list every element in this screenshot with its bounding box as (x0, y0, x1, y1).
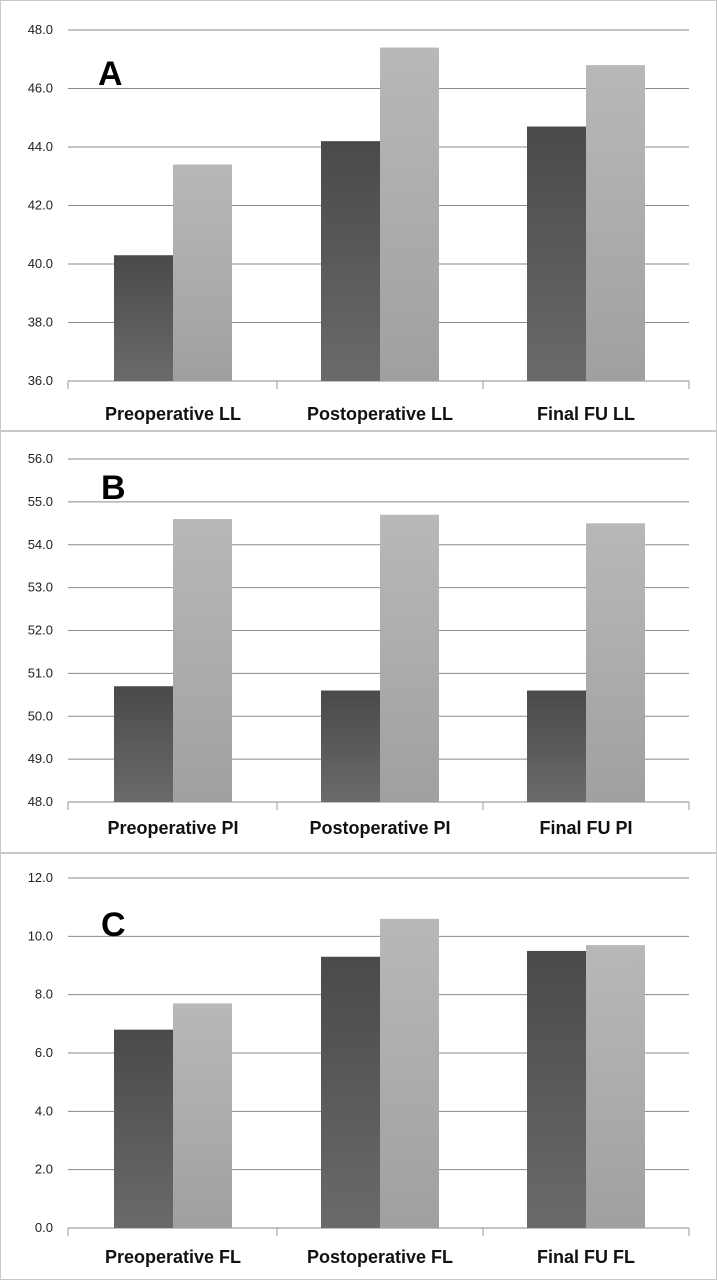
y-tick-label: 38.0 (28, 315, 53, 330)
y-tick-label: 50.0 (28, 708, 53, 723)
category-label: Postoperative PI (309, 818, 450, 838)
bar-dark (114, 255, 173, 381)
chart-panel-a: 36.0 38.0 40.0 42.0 44.0 46.0 48.0 Preoperative… (0, 0, 717, 431)
bar-dark (321, 141, 380, 381)
bar-dark (114, 1029, 173, 1228)
y-tick-label: 53.0 (28, 580, 53, 595)
y-tick-label: 42.0 (28, 198, 53, 213)
y-tick-label: 55.0 (28, 494, 53, 509)
y-tick-label: 36.0 (28, 373, 53, 388)
bar-dark (527, 690, 586, 802)
y-tick-label: 12.0 (28, 870, 53, 885)
category-label: Preoperative LL (105, 404, 241, 424)
category-label: Postoperative FL (307, 1247, 453, 1267)
panel-letter: A (98, 55, 123, 93)
bar-light (586, 523, 645, 802)
y-tick-label: 2.0 (35, 1162, 53, 1177)
y-tick-label: 51.0 (28, 665, 53, 680)
chart-c-svg: 0.0 2.0 4.0 6.0 8.0 10.0 12.0 Preoperative FL Po… (28, 870, 690, 1267)
bar-dark (114, 686, 173, 802)
chart-panel-b: 48.0 49.0 50.0 51.0 52.0 53.0 54.0 55.0 56.0 Preo… (0, 431, 717, 853)
bar-light (380, 47, 439, 382)
y-tick-label: 54.0 (28, 537, 53, 552)
bar-light (380, 514, 439, 802)
category-label: Final FU LL (537, 404, 635, 424)
y-tick-label: 44.0 (28, 139, 53, 154)
bar-light (173, 164, 232, 381)
category-label: Preoperative FL (105, 1247, 241, 1267)
y-tick-label: 48.0 (28, 22, 53, 37)
category-label: Final FU PI (539, 818, 632, 838)
y-tick-label: 0.0 (35, 1220, 53, 1235)
y-tick-label: 6.0 (35, 1045, 53, 1060)
y-tick-label: 10.0 (28, 928, 53, 943)
y-tick-label: 46.0 (28, 81, 53, 96)
bar-light (380, 918, 439, 1228)
y-tick-label: 52.0 (28, 623, 53, 638)
bar-dark (527, 126, 586, 382)
y-tick-label: 48.0 (28, 794, 53, 809)
y-tick-label: 8.0 (35, 987, 53, 1002)
bar-dark (321, 956, 380, 1228)
chart-b-svg: 48.0 49.0 50.0 51.0 52.0 53.0 54.0 55.0 56.0 Preo… (28, 451, 690, 838)
panel-letter: B (101, 469, 126, 507)
bar-light (586, 945, 645, 1228)
chart-panel-c: 0.0 2.0 4.0 6.0 8.0 10.0 12.0 Preoperative FL Po… (0, 853, 717, 1280)
category-label: Final FU FL (537, 1247, 635, 1267)
y-tick-label: 56.0 (28, 451, 53, 466)
bar-dark (321, 690, 380, 802)
y-tick-label: 4.0 (35, 1103, 53, 1118)
bar-light (586, 65, 645, 381)
bar-light (173, 1003, 232, 1228)
y-tick-label: 49.0 (28, 751, 53, 766)
chart-a-svg: 36.0 38.0 40.0 42.0 44.0 46.0 48.0 Preoperative… (28, 22, 690, 424)
category-label: Preoperative PI (107, 818, 238, 838)
category-label: Postoperative LL (307, 404, 453, 424)
panel-letter: C (101, 906, 126, 944)
bar-light (173, 519, 232, 802)
bar-dark (527, 950, 586, 1228)
y-tick-label: 40.0 (28, 256, 53, 271)
